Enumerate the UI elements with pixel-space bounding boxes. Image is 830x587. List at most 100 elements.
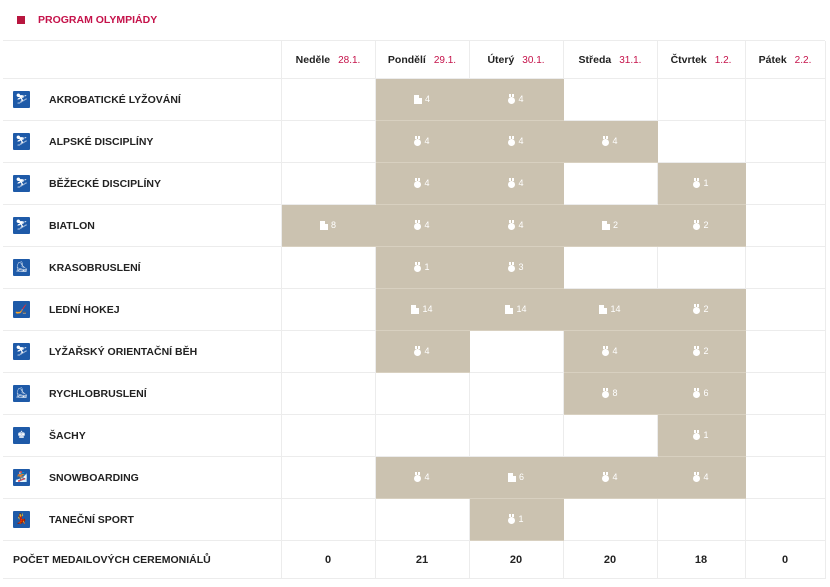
sport-cell[interactable]: ⛸ RYCHLOBRUSLENÍ: [3, 372, 282, 415]
event-badge: 4: [693, 471, 709, 482]
event-count: 4: [518, 135, 524, 146]
empty-cell: [657, 246, 746, 289]
event-badge: 2: [693, 219, 709, 230]
event-cell[interactable]: 1: [657, 414, 746, 457]
medal-icon: [508, 261, 516, 272]
event-cell[interactable]: 2: [657, 288, 746, 331]
table-header: Neděle 28.1. Pondělí 29.1. Úterý 30.1. Středa 3…: [3, 41, 826, 79]
event-cell[interactable]: 4: [375, 120, 470, 163]
dance-sport-icon: 💃: [13, 511, 30, 528]
event-cell[interactable]: 14: [375, 288, 470, 331]
sport-cell[interactable]: ⛷ BĚŽECKÉ DISCIPLÍNY: [3, 162, 282, 205]
sport-label-group: 💃 TANEČNÍ SPORT: [13, 499, 281, 540]
event-count: 8: [330, 220, 336, 230]
event-cell[interactable]: 4: [469, 204, 564, 247]
day-name: Úterý: [487, 53, 515, 66]
event-badge: 6: [507, 472, 524, 482]
medal-icon: [414, 177, 422, 188]
event-cell[interactable]: 1: [375, 246, 470, 289]
sport-cell[interactable]: ⛷ LYŽAŘSKÝ ORIENTAČNÍ BĚH: [3, 330, 282, 373]
chess-icon: ♚: [13, 427, 30, 444]
event-cell[interactable]: 2: [657, 204, 746, 247]
event-badge: 4: [602, 471, 618, 482]
event-cell[interactable]: 4: [375, 78, 470, 121]
empty-cell: [657, 78, 746, 121]
sport-cell[interactable]: 🏂 SNOWBOARDING: [3, 456, 282, 499]
sport-cell[interactable]: ⛷ ALPSKÉ DISCIPLÍNY: [3, 120, 282, 163]
empty-cell: [563, 246, 658, 289]
event-count: 4: [518, 219, 524, 230]
sport-cell[interactable]: 💃 TANEČNÍ SPORT: [3, 498, 282, 541]
alpine-skiing-icon: ⛷: [13, 133, 30, 150]
sport-label-group: 🏂 SNOWBOARDING: [13, 457, 281, 498]
day-date: 2.2.: [794, 54, 812, 66]
event-count: 2: [703, 219, 709, 230]
schedule-table: Neděle 28.1. Pondělí 29.1. Úterý 30.1. Středa 3…: [3, 41, 826, 579]
table-row: ⛷ AKROBATICKÉ LYŽOVÁNÍ 4 4: [3, 78, 826, 121]
medal-icon: [693, 177, 701, 188]
event-cell[interactable]: 8: [563, 372, 658, 415]
event-cell[interactable]: 6: [657, 372, 746, 415]
event-count: 8: [612, 387, 618, 398]
document-icon: [505, 304, 514, 314]
event-cell[interactable]: 4: [469, 78, 564, 121]
event-cell[interactable]: 1: [469, 498, 564, 541]
empty-cell: [375, 498, 470, 541]
event-count: 4: [612, 135, 618, 146]
event-count: 1: [703, 177, 709, 188]
title-marker-icon: [17, 16, 25, 24]
event-count: 4: [703, 471, 709, 482]
event-count: 3: [518, 261, 524, 272]
empty-cell: [745, 330, 826, 373]
day-name: Pondělí: [387, 53, 426, 66]
event-badge: 4: [413, 94, 430, 104]
event-cell[interactable]: 4: [375, 162, 470, 205]
sport-cell[interactable]: ⛷ AKROBATICKÉ LYŽOVÁNÍ: [3, 78, 282, 121]
ice-hockey-icon: 🏒: [13, 301, 30, 318]
total-value: 20: [563, 540, 658, 579]
event-cell[interactable]: 6: [469, 456, 564, 499]
sport-cell[interactable]: 🏒 LEDNÍ HOKEJ: [3, 288, 282, 331]
event-badge: 14: [505, 304, 527, 314]
event-cell[interactable]: 4: [469, 120, 564, 163]
event-cell[interactable]: 14: [469, 288, 564, 331]
event-cell[interactable]: 4: [469, 162, 564, 205]
sport-name: SNOWBOARDING: [49, 471, 139, 484]
event-count: 1: [424, 261, 430, 272]
event-cell[interactable]: 4: [375, 330, 470, 373]
event-cell[interactable]: 1: [657, 162, 746, 205]
document-icon: [411, 304, 420, 314]
cross-country-skiing-icon: ⛷: [13, 175, 30, 192]
event-badge: 1: [508, 513, 524, 524]
medal-icon: [693, 345, 701, 356]
event-cell[interactable]: 4: [375, 456, 470, 499]
event-cell[interactable]: 2: [657, 330, 746, 373]
sport-cell[interactable]: ⛸ KRASOBRUSLENÍ: [3, 246, 282, 289]
event-cell[interactable]: 8: [281, 204, 376, 247]
event-badge: 2: [693, 345, 709, 356]
event-count: 1: [703, 429, 709, 440]
event-cell[interactable]: 14: [563, 288, 658, 331]
event-cell[interactable]: 4: [563, 456, 658, 499]
event-cell[interactable]: 4: [563, 330, 658, 373]
event-cell[interactable]: 4: [563, 120, 658, 163]
sport-cell[interactable]: ⛷ BIATLON: [3, 204, 282, 247]
document-icon: [319, 220, 328, 230]
medal-icon: [414, 345, 422, 356]
medal-icon: [414, 135, 422, 146]
medal-icon: [602, 135, 610, 146]
event-cell[interactable]: 3: [469, 246, 564, 289]
table-row: ⛷ ALPSKÉ DISCIPLÍNY 4 4 4: [3, 120, 826, 163]
medal-icon: [414, 261, 422, 272]
event-cell[interactable]: 4: [657, 456, 746, 499]
day-name: Pátek: [758, 53, 787, 66]
day-header: Čtvrtek 1.2.: [657, 41, 746, 79]
event-count: 2: [703, 345, 709, 356]
event-count: 4: [424, 471, 430, 482]
total-value: 0: [745, 540, 826, 579]
event-count: 1: [518, 513, 524, 524]
event-cell[interactable]: 4: [375, 204, 470, 247]
medal-icon: [602, 345, 610, 356]
event-cell[interactable]: 2: [563, 204, 658, 247]
sport-cell[interactable]: ♚ ŠACHY: [3, 414, 282, 457]
